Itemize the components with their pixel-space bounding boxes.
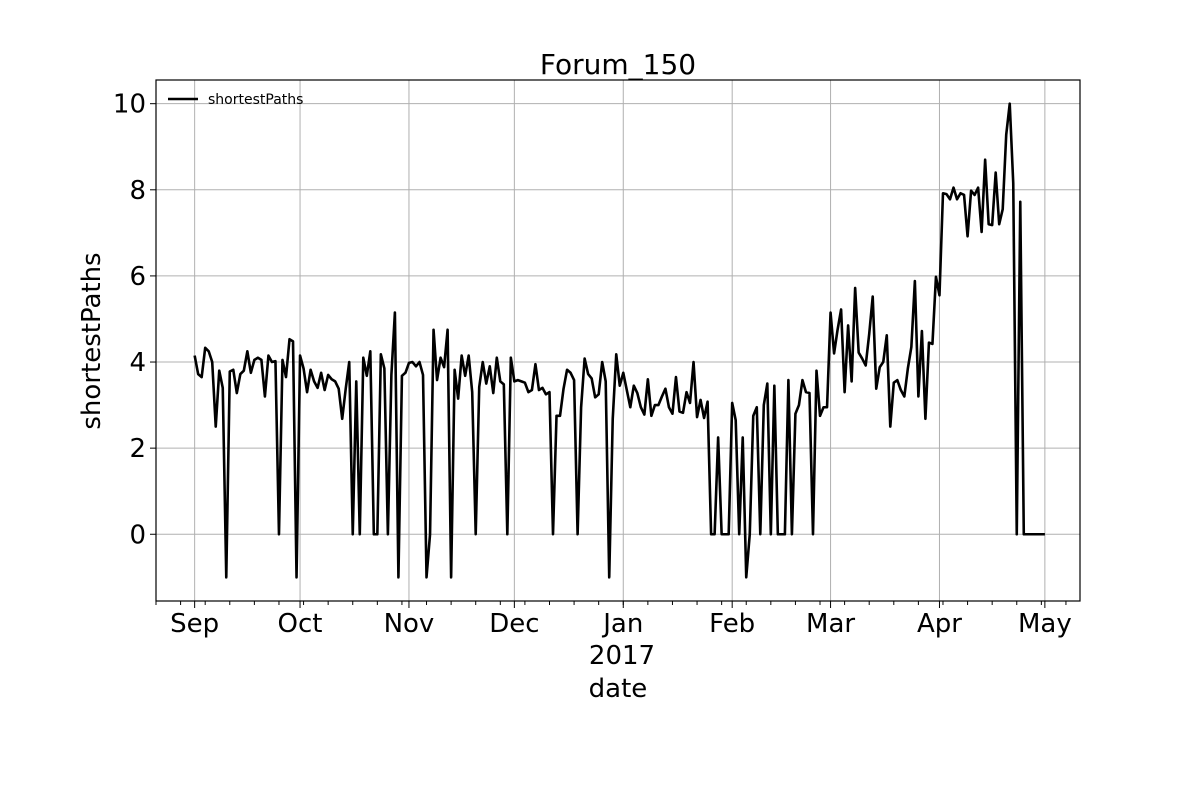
x-tick-label: Feb	[709, 609, 755, 639]
y-axis-label: shortestPaths	[77, 252, 107, 429]
axis-ticks: 0 2 4 6 8 10 Sep Oct Nov Dec Jan Feb Mar Apr May	[113, 90, 1072, 639]
x-axis-year-label: 2017	[589, 641, 655, 671]
series-group	[193, 102, 1045, 579]
legend-label: shortestPaths	[208, 92, 303, 108]
x-tick-label: Oct	[278, 609, 323, 639]
plot-frame	[155, 79, 1081, 602]
y-tick-label: 6	[129, 262, 146, 292]
x-tick-label: Jan	[601, 609, 643, 639]
x-tick-label: Sep	[170, 609, 219, 639]
series-line	[193, 102, 1045, 579]
x-axis-label: date	[589, 674, 648, 704]
y-tick-label: 4	[129, 348, 146, 378]
y-tick-label: 10	[113, 90, 146, 120]
x-tick-label: Apr	[917, 609, 962, 639]
legend: shortestPaths	[168, 92, 303, 108]
y-tick-label: 8	[129, 176, 146, 206]
y-tick-label: 0	[129, 520, 146, 550]
x-tick-label: Mar	[806, 609, 855, 639]
x-tick-label: Nov	[384, 609, 435, 639]
x-tick-label: Dec	[489, 609, 539, 639]
x-tick-label: May	[1018, 609, 1072, 639]
chart-title: Forum_150	[540, 48, 696, 81]
y-tick-label: 2	[129, 434, 146, 464]
